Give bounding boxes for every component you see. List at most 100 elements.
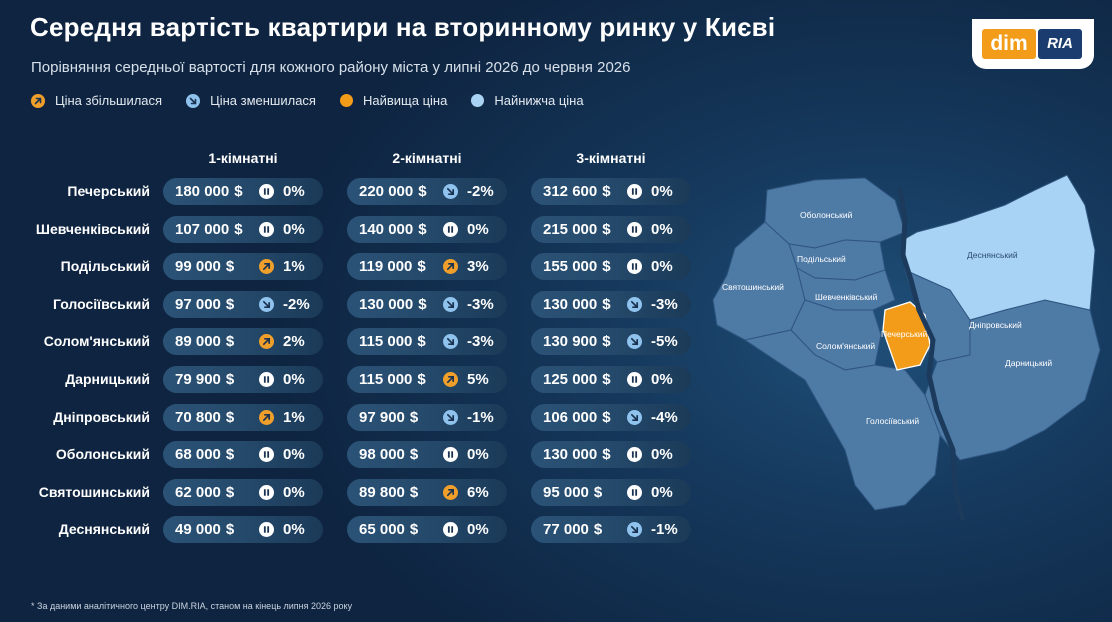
price-cell: 155 000 $0% xyxy=(531,253,691,281)
price-value: 130 000 $ xyxy=(359,296,427,313)
map-label-podilskyi: Подільський xyxy=(797,254,846,264)
price-cell: 107 000 $0% xyxy=(163,215,323,243)
currency-sign: $ xyxy=(418,220,427,238)
price-number: 130 000 xyxy=(359,295,414,313)
currency-sign: $ xyxy=(225,371,235,388)
column-header-1: 1-кімнатні xyxy=(208,150,278,166)
price-cell: 180 000 $0% xyxy=(163,178,323,205)
logo-ria: RIA xyxy=(1038,29,1082,59)
down-arrow-icon xyxy=(443,409,458,425)
district-holosiivskyi xyxy=(743,329,941,511)
up-arrow-icon xyxy=(259,259,274,275)
price-number: 107 000 xyxy=(175,220,230,238)
price-change: -2% xyxy=(467,183,494,200)
price-change: 0% xyxy=(651,258,673,276)
price-number: 68 000 xyxy=(175,446,221,464)
currency-sign: $ xyxy=(409,446,419,464)
price-cell: 65 000 $0% xyxy=(347,516,507,544)
up-arrow-icon xyxy=(443,484,458,500)
price-value: 115 000 $ xyxy=(359,371,426,388)
price-cell: 130 000 $ -3% xyxy=(347,290,507,318)
price-change: 6% xyxy=(467,483,489,501)
currency-sign: $ xyxy=(234,183,243,200)
no-change-icon xyxy=(259,447,274,463)
price-number: 97 900 xyxy=(359,408,405,426)
currency-sign: $ xyxy=(602,333,611,351)
price-value: 97 900 $ xyxy=(359,409,418,426)
up-arrow-icon xyxy=(31,93,45,108)
up-arrow-icon xyxy=(443,372,458,387)
price-number: 215 000 xyxy=(543,220,598,238)
price-cell: 89 800 $6% xyxy=(347,478,507,506)
price-number: 89 000 xyxy=(175,333,221,351)
price-change: 0% xyxy=(467,521,489,539)
no-change-icon xyxy=(259,184,274,199)
down-arrow-icon xyxy=(443,334,458,350)
no-change-icon xyxy=(259,522,274,538)
price-number: 99 000 xyxy=(175,258,221,276)
price-value: 49 000 $ xyxy=(175,521,234,538)
price-cell: 98 000 $0% xyxy=(347,441,507,469)
currency-sign: $ xyxy=(593,483,603,501)
currency-sign: $ xyxy=(417,333,426,351)
no-change-icon xyxy=(443,447,458,463)
price-number: 65 000 xyxy=(359,521,405,539)
currency-sign: $ xyxy=(417,258,426,276)
price-number: 95 000 xyxy=(543,483,589,501)
currency-sign: $ xyxy=(602,408,611,426)
price-change: -2% xyxy=(283,295,310,313)
price-cell: 68 000 $0% xyxy=(163,441,323,469)
price-cell: 130 000 $0% xyxy=(531,441,691,469)
price-value: 95 000 $ xyxy=(543,484,602,501)
price-change: 1% xyxy=(283,408,305,426)
currency-sign: $ xyxy=(602,371,611,388)
price-cell: 125 000 $0% xyxy=(531,366,691,393)
price-number: 106 000 xyxy=(543,408,598,426)
price-change: -3% xyxy=(467,333,494,351)
price-cell: 140 000 $0% xyxy=(347,215,507,243)
price-cell: 79 900 $0% xyxy=(163,366,323,393)
legend-item-down: Ціна зменшилася xyxy=(186,93,316,108)
down-arrow-icon xyxy=(627,296,642,312)
district-name: Деснянський xyxy=(58,521,150,538)
dnipro-river xyxy=(897,187,966,520)
price-value: 107 000 $ xyxy=(175,221,243,238)
price-change: 5% xyxy=(467,371,489,388)
down-arrow-icon xyxy=(627,409,642,425)
currency-sign: $ xyxy=(418,183,427,200)
price-cell: 215 000 $0% xyxy=(531,215,691,243)
price-number: 140 000 xyxy=(359,220,414,238)
price-value: 89 000 $ xyxy=(175,333,234,350)
district-pecherskyi xyxy=(882,301,931,371)
price-change: 0% xyxy=(283,521,305,539)
district-name: Оболонський xyxy=(55,446,150,463)
map-label-shevchenkivskyi: Шевченківський xyxy=(815,292,878,302)
price-value: 68 000 $ xyxy=(175,446,234,463)
no-change-icon xyxy=(627,221,642,237)
legend: Ціна збільшилася Ціна зменшилася Найвища… xyxy=(31,93,608,108)
legend-label-highest: Найвища ціна xyxy=(362,93,448,108)
price-value: 62 000 $ xyxy=(175,484,234,501)
currency-sign: $ xyxy=(593,521,603,539)
currency-sign: $ xyxy=(602,183,611,200)
price-cell: 49 000 $ 0% xyxy=(163,516,323,544)
price-number: 115 000 xyxy=(359,333,413,351)
up-arrow-icon xyxy=(443,259,458,275)
price-number: 220 000 xyxy=(359,183,414,200)
district-name: Шевченківський xyxy=(35,220,150,237)
price-cell: 106 000 $ -4% xyxy=(531,403,691,431)
price-number: 89 800 xyxy=(359,483,405,501)
price-value: 115 000 $ xyxy=(359,333,426,350)
price-change: 0% xyxy=(651,483,673,501)
currency-sign: $ xyxy=(602,258,611,276)
legend-item-up: Ціна збільшилася xyxy=(31,93,162,108)
map-label-dniprovskyi: Дніпровський xyxy=(969,320,1022,330)
price-change: 0% xyxy=(651,183,673,200)
price-change: 0% xyxy=(651,220,673,238)
district-name: Дарницький xyxy=(65,371,150,387)
no-change-icon xyxy=(627,372,642,387)
dim-ria-logo[interactable]: dim RIA xyxy=(972,19,1094,69)
price-change: 0% xyxy=(651,446,673,464)
currency-sign: $ xyxy=(602,446,611,464)
currency-sign: $ xyxy=(602,295,611,313)
